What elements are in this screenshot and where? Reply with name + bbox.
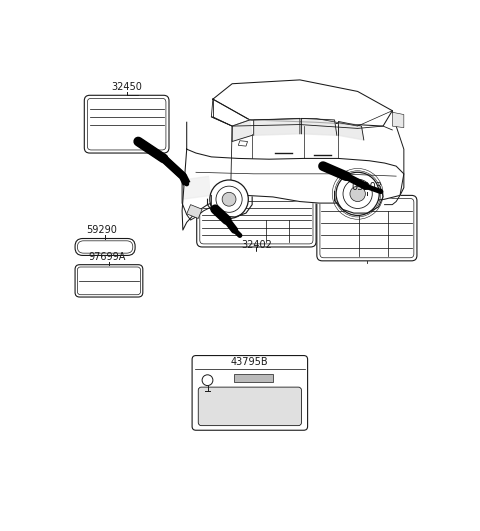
Polygon shape: [238, 141, 248, 146]
FancyBboxPatch shape: [197, 162, 316, 247]
Polygon shape: [182, 122, 404, 230]
FancyBboxPatch shape: [320, 199, 414, 258]
Text: 32402: 32402: [241, 240, 272, 250]
Text: 05203: 05203: [351, 182, 383, 192]
Text: 59290: 59290: [86, 226, 117, 235]
FancyBboxPatch shape: [75, 238, 135, 255]
FancyBboxPatch shape: [317, 195, 417, 261]
Polygon shape: [213, 80, 392, 126]
Polygon shape: [232, 120, 252, 141]
Polygon shape: [187, 204, 202, 218]
FancyBboxPatch shape: [200, 165, 313, 244]
Circle shape: [343, 179, 372, 209]
Text: 43795B: 43795B: [231, 357, 269, 367]
Polygon shape: [301, 118, 337, 135]
Polygon shape: [254, 118, 300, 135]
FancyBboxPatch shape: [77, 267, 141, 295]
FancyBboxPatch shape: [192, 356, 308, 430]
Bar: [234, 374, 273, 382]
Polygon shape: [182, 176, 211, 199]
Circle shape: [336, 172, 379, 216]
Circle shape: [216, 186, 242, 212]
Circle shape: [210, 180, 248, 218]
Circle shape: [222, 192, 236, 206]
FancyBboxPatch shape: [77, 241, 133, 253]
Text: 97699A: 97699A: [88, 252, 125, 262]
FancyBboxPatch shape: [75, 264, 143, 297]
FancyBboxPatch shape: [84, 95, 169, 153]
FancyBboxPatch shape: [87, 98, 166, 150]
Circle shape: [202, 375, 213, 386]
FancyBboxPatch shape: [198, 387, 301, 426]
Polygon shape: [210, 120, 250, 195]
Text: 32450: 32450: [111, 82, 142, 92]
Circle shape: [350, 186, 365, 202]
Polygon shape: [392, 112, 404, 127]
Polygon shape: [338, 122, 364, 140]
